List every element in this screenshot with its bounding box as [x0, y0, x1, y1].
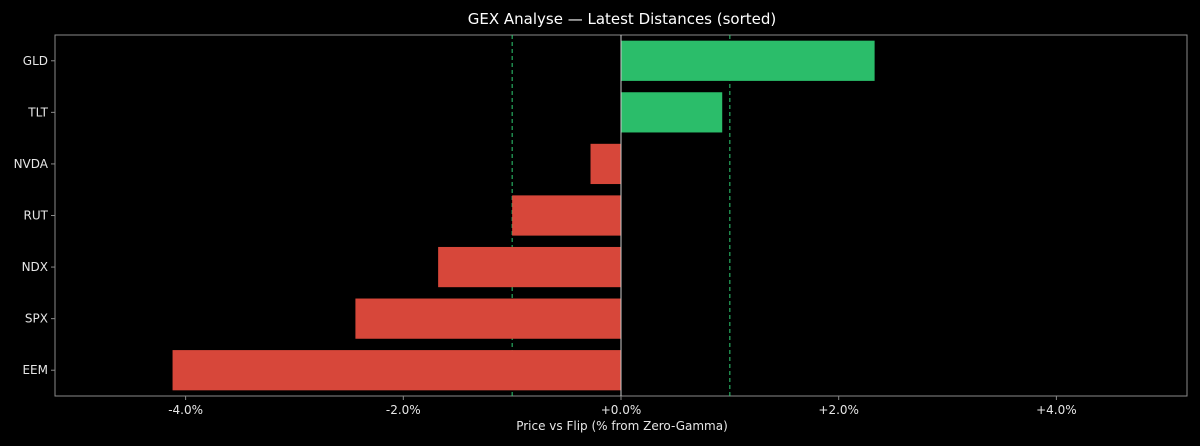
x-tick-label-1: -2.0%: [386, 403, 421, 417]
bar-spx: [355, 298, 621, 339]
bar-ndx: [438, 246, 621, 288]
bar-gld: [621, 40, 875, 81]
bar-rut: [512, 195, 621, 236]
x-tick-label-0: -4.0%: [168, 403, 203, 417]
bar-nvda: [590, 143, 621, 185]
x-tick-label-2: +0.0%: [601, 403, 642, 417]
bar-eem: [172, 350, 622, 391]
y-tick-label-spx: SPX: [25, 312, 48, 326]
y-tick-label-ndx: NDX: [22, 260, 48, 274]
y-axis-ticks: GLD TLT NVDA RUT NDX SPX EEM: [14, 54, 55, 377]
bar-tlt: [621, 92, 723, 133]
y-tick-label-rut: RUT: [24, 209, 49, 223]
y-tick-label-tlt: TLT: [27, 105, 48, 119]
y-tick-label-gld: GLD: [23, 54, 48, 68]
x-axis-label: Price vs Flip (% from Zero-Gamma): [516, 419, 728, 433]
bars: [172, 35, 875, 396]
y-tick-label-nvda: NVDA: [14, 157, 49, 171]
chart-title: GEX Analyse — Latest Distances (sorted): [468, 10, 777, 28]
x-axis-ticks: -4.0% -2.0% +0.0% +2.0% +4.0%: [168, 396, 1077, 417]
x-tick-label-3: +2.0%: [818, 403, 859, 417]
y-tick-label-eem: EEM: [22, 363, 48, 377]
x-tick-label-4: +4.0%: [1036, 403, 1077, 417]
